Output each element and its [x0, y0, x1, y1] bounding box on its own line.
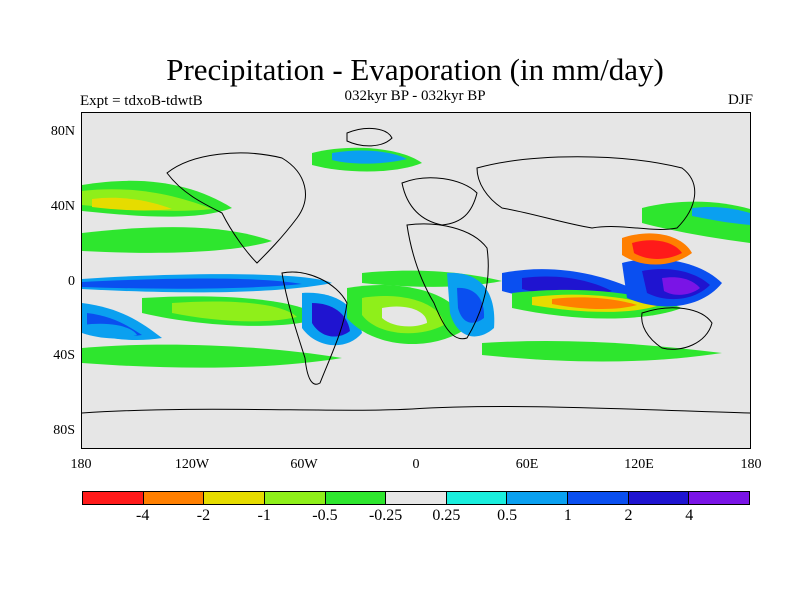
colorbar-segment [568, 492, 629, 504]
colorbar-segment [628, 492, 690, 504]
lat-tick-40s: 40S [53, 348, 75, 363]
colorbar-label: 2 [624, 507, 633, 524]
lat-tick-80n: 80N [50, 124, 75, 139]
lon-tick-120w: 120W [174, 457, 210, 472]
colorbar-label: 4 [685, 507, 694, 524]
colorbar-segment [386, 492, 447, 504]
colorbar-segment [507, 492, 569, 504]
colorbar-label: -2 [196, 507, 211, 524]
coastlines [82, 127, 750, 414]
colorbar-label: 0.25 [432, 507, 461, 524]
colorbar-segment [446, 492, 508, 504]
colorbar-segment [204, 492, 265, 504]
colorbar-segment [264, 492, 326, 504]
experiment-label: Expt = tdxoB-tdwtB [80, 93, 203, 109]
lon-tick-0: 0 [412, 457, 420, 472]
lat-tick-80s: 80S [53, 423, 75, 438]
lon-tick-180w: 180 [70, 457, 92, 472]
figure-title: Precipitation - Evaporation (in mm/day) [166, 52, 664, 87]
lat-tick-40n: 40N [50, 199, 75, 214]
map-field [82, 113, 750, 448]
colorbar-segment [325, 492, 387, 504]
lon-tick-60w: 60W [290, 457, 318, 472]
figure-subtitle: 032kyr BP - 032kyr BP [344, 88, 486, 104]
colorbar-segment [689, 492, 750, 504]
colorbar-label: -0.5 [312, 507, 338, 524]
lon-tick-180e: 180 [740, 457, 762, 472]
lon-tick-60e: 60E [515, 457, 539, 472]
lat-tick-0: 0 [68, 274, 75, 289]
colorbar-label: 0.5 [497, 507, 518, 524]
season-label: DJF [727, 92, 753, 108]
lon-tick-120e: 120E [624, 457, 654, 472]
colorbar-segment [83, 492, 144, 504]
colorbar-label: -1 [257, 507, 271, 524]
map-panel [81, 112, 751, 449]
colorbar-segment [143, 492, 205, 504]
colorbar-label: -4 [136, 507, 150, 524]
colorbar [82, 491, 750, 505]
colorbar-label: 1 [563, 507, 572, 524]
colorbar-label: -0.25 [368, 507, 403, 524]
